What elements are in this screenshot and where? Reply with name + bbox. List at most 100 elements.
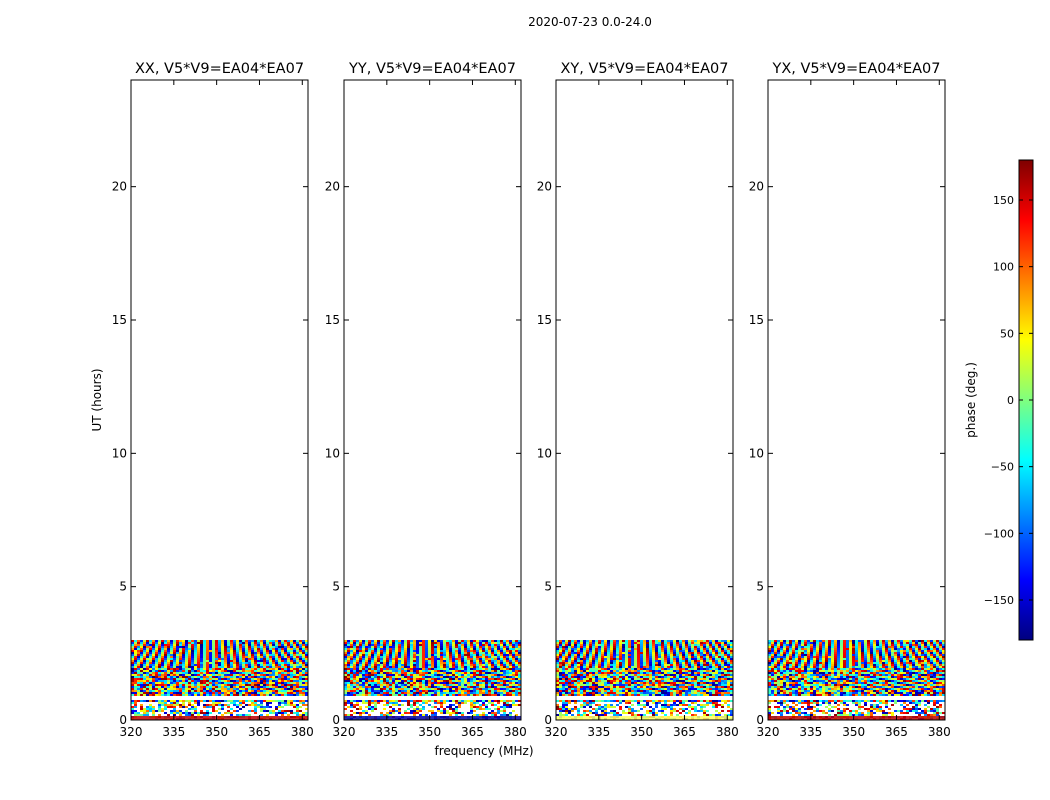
heatmap-cell xyxy=(386,648,389,650)
heatmap-cell xyxy=(491,640,494,642)
heatmap-cell xyxy=(344,648,347,650)
heatmap-cell xyxy=(452,668,455,670)
heatmap-cell xyxy=(730,656,733,658)
heatmap-cell xyxy=(212,640,215,642)
heatmap-cell xyxy=(152,658,155,660)
heatmap-cell xyxy=(425,650,428,652)
heatmap-cell xyxy=(137,690,140,692)
heatmap-cell xyxy=(565,668,568,670)
heatmap-cell xyxy=(152,684,155,686)
heatmap-cell xyxy=(140,688,143,690)
heatmap-cell xyxy=(227,668,230,670)
heatmap-cell xyxy=(679,664,682,666)
heatmap-cell xyxy=(673,660,676,662)
heatmap-cell xyxy=(407,684,410,686)
heatmap-cell xyxy=(188,686,191,688)
heatmap-cell xyxy=(422,672,425,674)
heatmap-cell xyxy=(622,664,625,666)
heatmap-cell xyxy=(637,658,640,660)
heatmap-cell xyxy=(164,682,167,684)
heatmap-cell xyxy=(709,666,712,668)
heatmap-cell xyxy=(239,700,242,702)
heatmap-cell xyxy=(137,646,140,648)
heatmap-cell xyxy=(476,708,479,710)
heatmap-cell xyxy=(242,686,245,688)
heatmap-cell xyxy=(577,660,580,662)
heatmap-cell xyxy=(140,674,143,676)
heatmap-cell xyxy=(401,662,404,664)
heatmap-cell xyxy=(407,704,410,706)
heatmap-cell xyxy=(512,670,515,672)
heatmap-cell xyxy=(389,676,392,678)
heatmap-cell xyxy=(404,690,407,692)
heatmap-cell xyxy=(503,710,506,712)
heatmap-cell xyxy=(458,678,461,680)
heatmap-cell xyxy=(146,662,149,664)
heatmap-cell xyxy=(580,662,583,664)
heatmap-cell xyxy=(610,658,613,660)
heatmap-cell xyxy=(236,690,239,692)
heatmap-cell xyxy=(461,650,464,652)
heatmap-cell xyxy=(377,658,380,660)
heatmap-cell xyxy=(224,682,227,684)
heatmap-cell xyxy=(664,660,667,662)
heatmap-cell xyxy=(179,658,182,660)
heatmap-cell xyxy=(494,672,497,674)
heatmap-cell xyxy=(158,666,161,668)
heatmap-cell xyxy=(437,688,440,690)
heatmap-cell xyxy=(269,676,272,678)
heatmap-cell xyxy=(491,714,494,716)
heatmap-cell xyxy=(688,652,691,654)
heatmap-cell xyxy=(434,674,437,676)
heatmap-cell xyxy=(467,660,470,662)
heatmap-cell xyxy=(227,680,230,682)
heatmap-cell xyxy=(152,688,155,690)
heatmap-cell xyxy=(482,704,485,706)
heatmap-cell xyxy=(293,648,296,650)
heatmap-cell xyxy=(655,668,658,670)
heatmap-cell xyxy=(395,688,398,690)
heatmap-cell xyxy=(488,682,491,684)
heatmap-cell xyxy=(131,710,134,712)
heatmap-cell xyxy=(260,648,263,650)
heatmap-cell xyxy=(209,654,212,656)
heatmap-cell xyxy=(290,704,293,706)
heatmap-cell xyxy=(296,650,299,652)
heatmap-cell xyxy=(281,688,284,690)
heatmap-cell xyxy=(353,700,356,702)
heatmap-cell xyxy=(290,670,293,672)
heatmap-cell xyxy=(182,672,185,674)
heatmap-cell xyxy=(398,708,401,710)
heatmap-cell xyxy=(152,652,155,654)
heatmap-cell xyxy=(359,662,362,664)
heatmap-cell xyxy=(254,682,257,684)
heatmap-cell xyxy=(353,692,356,694)
heatmap-cell xyxy=(661,648,664,650)
heatmap-cell xyxy=(676,662,679,664)
heatmap-cell xyxy=(443,684,446,686)
heatmap-cell xyxy=(380,694,383,696)
heatmap-cell xyxy=(413,666,416,668)
heatmap-cell xyxy=(182,688,185,690)
heatmap-cell xyxy=(649,664,652,666)
heatmap-cell xyxy=(718,654,721,656)
heatmap-cell xyxy=(431,672,434,674)
heatmap-cell xyxy=(434,672,437,674)
heatmap-cell xyxy=(500,654,503,656)
heatmap-cell xyxy=(371,690,374,692)
heatmap-cell xyxy=(404,664,407,666)
heatmap-cell xyxy=(500,686,503,688)
heatmap-cell xyxy=(688,662,691,664)
heatmap-cell xyxy=(200,676,203,678)
heatmap-cell xyxy=(562,640,565,642)
heatmap-cell xyxy=(173,704,176,706)
heatmap-cell xyxy=(200,640,203,642)
heatmap-cell xyxy=(278,676,281,678)
heatmap-cell xyxy=(434,706,437,708)
heatmap-cell xyxy=(290,688,293,690)
heatmap-cell xyxy=(266,678,269,680)
heatmap-cell xyxy=(134,676,137,678)
heatmap-cell xyxy=(203,682,206,684)
heatmap-cell xyxy=(631,646,634,648)
heatmap-cell xyxy=(640,644,643,646)
